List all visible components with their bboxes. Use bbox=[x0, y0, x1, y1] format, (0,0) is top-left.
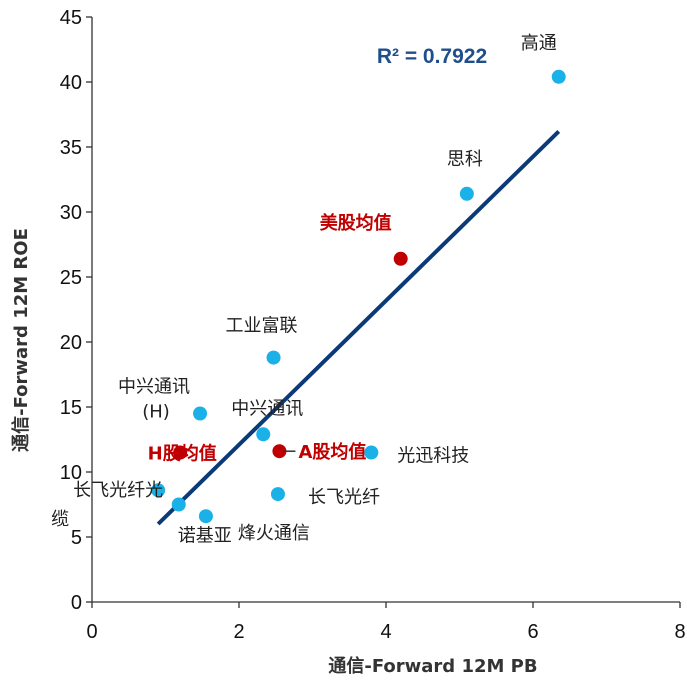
x-axis-title: 通信-Forward 12M PB bbox=[328, 655, 537, 677]
y-tick-label: 15 bbox=[60, 397, 82, 419]
y-tick-label: 30 bbox=[60, 202, 82, 224]
point-label-line: 美股均值 bbox=[320, 212, 392, 234]
point-label: 烽火通信 bbox=[238, 523, 310, 544]
point-label: 诺基亚 bbox=[178, 526, 232, 547]
x-tick-label: 0 bbox=[86, 621, 97, 643]
point-label-line: 工业富联 bbox=[226, 316, 298, 337]
point-label-line: 诺基亚 bbox=[178, 526, 232, 547]
y-tick-label: 45 bbox=[60, 7, 82, 29]
point-label-line: 高通 bbox=[521, 33, 557, 54]
point-label-line: 思科 bbox=[447, 149, 483, 170]
point-label-line: 光迅科技 bbox=[397, 446, 469, 467]
trendline-layer bbox=[156, 129, 561, 526]
point-label: 美股均值 bbox=[320, 212, 392, 234]
point-label-line: H股均值 bbox=[148, 443, 217, 465]
x-tick-label: 8 bbox=[674, 621, 685, 643]
company-point bbox=[256, 427, 271, 442]
point-label: H股均值 bbox=[148, 443, 217, 465]
y-tick-label: 35 bbox=[60, 137, 82, 159]
company-point bbox=[459, 186, 474, 201]
point-label-line: 缆 bbox=[51, 509, 69, 530]
point-label-line: A股均值 bbox=[298, 441, 366, 463]
company-point bbox=[364, 445, 379, 460]
point-label: 光迅科技 bbox=[397, 446, 469, 467]
point-label: 长飞光纤 bbox=[308, 487, 380, 508]
point-label-line: 长飞光纤光 bbox=[73, 480, 163, 501]
company-point bbox=[266, 350, 281, 365]
company-point bbox=[151, 483, 166, 498]
axes: 0 5 10 15 20 25 30 35 40 45 0 2 4 6 8 bbox=[60, 7, 686, 643]
y-tick-label: 10 bbox=[60, 462, 82, 484]
y-tick-label: 20 bbox=[60, 332, 82, 354]
point-label-line: 中兴通讯 bbox=[118, 377, 190, 398]
points-layer bbox=[151, 69, 566, 524]
company-point bbox=[198, 509, 213, 524]
average-point bbox=[272, 444, 287, 459]
point-label: 工业富联 bbox=[226, 316, 298, 337]
trendline bbox=[156, 129, 561, 526]
point-label-line: (H) bbox=[142, 402, 170, 423]
y-tick-label: 25 bbox=[60, 267, 82, 289]
average-point bbox=[173, 445, 188, 460]
point-label-line: 中兴通讯 bbox=[231, 398, 303, 419]
average-point bbox=[393, 251, 408, 266]
point-label: A股均值 bbox=[298, 441, 366, 463]
company-point bbox=[551, 69, 566, 84]
point-label: 思科 bbox=[447, 149, 483, 170]
y-tick-label: 0 bbox=[71, 592, 82, 614]
y-tick-label: 5 bbox=[71, 527, 82, 549]
company-point bbox=[193, 406, 208, 421]
point-label: 中兴通讯 (H) bbox=[118, 377, 190, 423]
point-label: 中兴通讯 bbox=[231, 398, 303, 419]
point-label: 高通 bbox=[521, 33, 557, 54]
y-axis-title: 通信-Forward 12M ROE bbox=[10, 228, 32, 452]
point-label: 长飞光纤光缆 bbox=[51, 480, 163, 530]
x-tick-label: 6 bbox=[527, 621, 538, 643]
point-label-line: 长飞光纤 bbox=[308, 487, 380, 508]
r-squared-annotation: R² = 0.7922 bbox=[377, 45, 487, 68]
y-tick-label: 40 bbox=[60, 72, 82, 94]
point-label-line: 烽火通信 bbox=[238, 523, 310, 544]
company-point bbox=[171, 497, 186, 512]
x-tick-label: 4 bbox=[380, 621, 391, 643]
x-tick-label: 2 bbox=[233, 621, 244, 643]
company-point bbox=[270, 487, 285, 502]
